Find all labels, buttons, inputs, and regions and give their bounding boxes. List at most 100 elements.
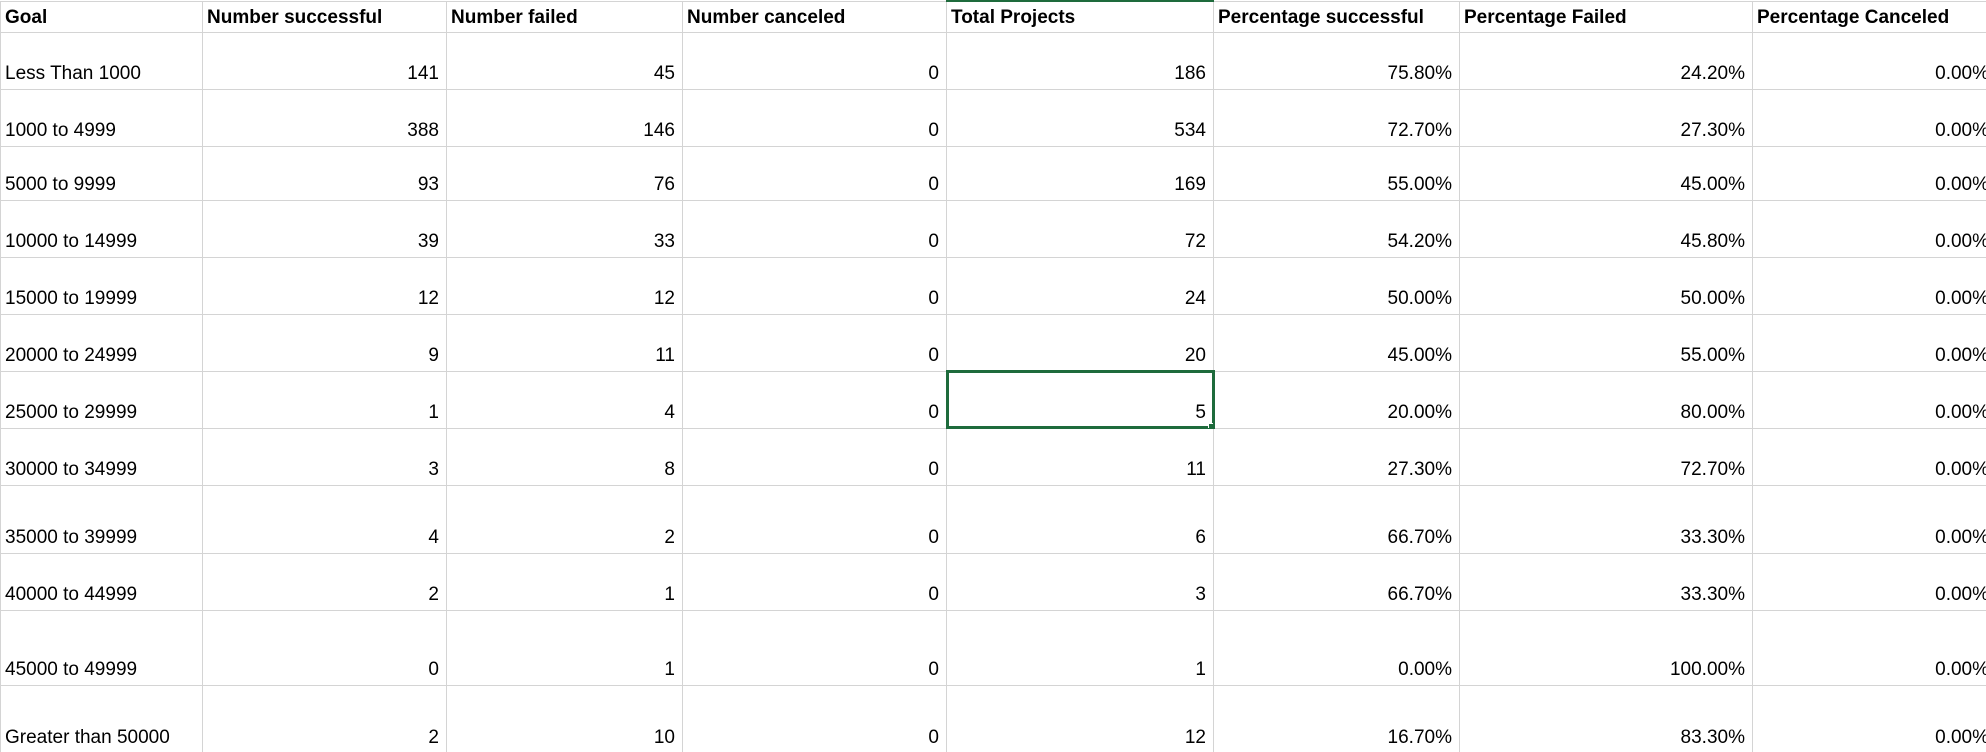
pct-failed-cell[interactable]: 45.80% [1459, 199, 1753, 258]
total-cell[interactable]: 72 [946, 199, 1214, 258]
total-cell[interactable]: 1 [946, 609, 1214, 686]
pct-canceled-cell[interactable]: 0.00% [1752, 31, 1986, 90]
pct-successful-cell[interactable]: 54.20% [1213, 199, 1460, 258]
pct-failed-cell[interactable]: 27.30% [1459, 88, 1753, 147]
canceled-cell[interactable]: 0 [682, 256, 947, 315]
header-percentage-canceled[interactable]: Percentage Canceled [1752, 0, 1986, 33]
canceled-cell[interactable]: 0 [682, 313, 947, 372]
pct-successful-cell[interactable]: 50.00% [1213, 256, 1460, 315]
total-cell[interactable]: 169 [946, 145, 1214, 201]
pct-successful-cell[interactable]: 45.00% [1213, 313, 1460, 372]
canceled-cell[interactable]: 0 [682, 684, 947, 752]
total-cell[interactable]: 534 [946, 88, 1214, 147]
goal-cell[interactable]: 35000 to 39999 [0, 484, 203, 554]
total-cell[interactable]: 6 [946, 484, 1214, 554]
goal-cell[interactable]: 1000 to 4999 [0, 88, 203, 147]
failed-cell[interactable]: 4 [446, 370, 683, 429]
failed-cell[interactable]: 10 [446, 684, 683, 752]
pct-successful-cell[interactable]: 75.80% [1213, 31, 1460, 90]
failed-cell[interactable]: 8 [446, 427, 683, 486]
header-number-successful[interactable]: Number successful [202, 0, 447, 33]
pct-failed-cell[interactable]: 55.00% [1459, 313, 1753, 372]
canceled-cell[interactable]: 0 [682, 88, 947, 147]
pct-failed-cell[interactable]: 80.00% [1459, 370, 1753, 429]
pct-failed-cell[interactable]: 50.00% [1459, 256, 1753, 315]
failed-cell[interactable]: 45 [446, 31, 683, 90]
goal-cell[interactable]: 30000 to 34999 [0, 427, 203, 486]
successful-cell[interactable]: 3 [202, 427, 447, 486]
failed-cell[interactable]: 1 [446, 609, 683, 686]
failed-cell[interactable]: 1 [446, 552, 683, 611]
canceled-cell[interactable]: 0 [682, 370, 947, 429]
canceled-cell[interactable]: 0 [682, 484, 947, 554]
canceled-cell[interactable]: 0 [682, 145, 947, 201]
successful-cell[interactable]: 141 [202, 31, 447, 90]
header-percentage-failed[interactable]: Percentage Failed [1459, 0, 1753, 33]
goal-cell[interactable]: 5000 to 9999 [0, 145, 203, 201]
pct-canceled-cell[interactable]: 0.00% [1752, 427, 1986, 486]
total-cell[interactable]: 20 [946, 313, 1214, 372]
successful-cell[interactable]: 0 [202, 609, 447, 686]
pct-failed-cell[interactable]: 72.70% [1459, 427, 1753, 486]
canceled-cell[interactable]: 0 [682, 31, 947, 90]
pct-canceled-cell[interactable]: 0.00% [1752, 199, 1986, 258]
failed-cell[interactable]: 11 [446, 313, 683, 372]
pct-successful-cell[interactable]: 72.70% [1213, 88, 1460, 147]
pct-failed-cell[interactable]: 24.20% [1459, 31, 1753, 90]
canceled-cell[interactable]: 0 [682, 552, 947, 611]
failed-cell[interactable]: 76 [446, 145, 683, 201]
pct-canceled-cell[interactable]: 0.00% [1752, 609, 1986, 686]
goal-cell[interactable]: 45000 to 49999 [0, 609, 203, 686]
successful-cell[interactable]: 39 [202, 199, 447, 258]
pct-canceled-cell[interactable]: 0.00% [1752, 552, 1986, 611]
fill-handle[interactable] [1208, 422, 1213, 427]
pct-failed-cell[interactable]: 33.30% [1459, 552, 1753, 611]
goal-cell[interactable]: 25000 to 29999 [0, 370, 203, 429]
pct-successful-cell[interactable]: 27.30% [1213, 427, 1460, 486]
header-total-projects[interactable]: Total Projects [946, 0, 1214, 33]
successful-cell[interactable]: 1 [202, 370, 447, 429]
pct-canceled-cell[interactable]: 0.00% [1752, 88, 1986, 147]
pct-failed-cell[interactable]: 100.00% [1459, 609, 1753, 686]
goal-cell[interactable]: 20000 to 24999 [0, 313, 203, 372]
total-cell[interactable]: 24 [946, 256, 1214, 315]
total-cell[interactable]: 3 [946, 552, 1214, 611]
successful-cell[interactable]: 12 [202, 256, 447, 315]
failed-cell[interactable]: 146 [446, 88, 683, 147]
header-goal[interactable]: Goal [0, 0, 203, 33]
pct-canceled-cell[interactable]: 0.00% [1752, 484, 1986, 554]
goal-cell[interactable]: Greater than 50000 [0, 684, 203, 752]
pct-canceled-cell[interactable]: 0.00% [1752, 145, 1986, 201]
canceled-cell[interactable]: 0 [682, 427, 947, 486]
total-cell[interactable]: 11 [946, 427, 1214, 486]
failed-cell[interactable]: 33 [446, 199, 683, 258]
canceled-cell[interactable]: 0 [682, 199, 947, 258]
pct-successful-cell[interactable]: 20.00% [1213, 370, 1460, 429]
goal-cell[interactable]: 15000 to 19999 [0, 256, 203, 315]
successful-cell[interactable]: 2 [202, 552, 447, 611]
goal-cell[interactable]: 40000 to 44999 [0, 552, 203, 611]
pct-successful-cell[interactable]: 0.00% [1213, 609, 1460, 686]
successful-cell[interactable]: 2 [202, 684, 447, 752]
goal-cell[interactable]: Less Than 1000 [0, 31, 203, 90]
pct-canceled-cell[interactable]: 0.00% [1752, 370, 1986, 429]
successful-cell[interactable]: 388 [202, 88, 447, 147]
pct-canceled-cell[interactable]: 0.00% [1752, 256, 1986, 315]
successful-cell[interactable]: 93 [202, 145, 447, 201]
total-cell[interactable]: 12 [946, 684, 1214, 752]
header-number-failed[interactable]: Number failed [446, 0, 683, 33]
pct-successful-cell[interactable]: 16.70% [1213, 684, 1460, 752]
pct-canceled-cell[interactable]: 0.00% [1752, 313, 1986, 372]
header-percentage-successful[interactable]: Percentage successful [1213, 0, 1460, 33]
pct-successful-cell[interactable]: 66.70% [1213, 484, 1460, 554]
pct-failed-cell[interactable]: 45.00% [1459, 145, 1753, 201]
successful-cell[interactable]: 9 [202, 313, 447, 372]
pct-canceled-cell[interactable]: 0.00% [1752, 684, 1986, 752]
canceled-cell[interactable]: 0 [682, 609, 947, 686]
selected-total-cell[interactable]: 5 [945, 370, 1215, 429]
failed-cell[interactable]: 12 [446, 256, 683, 315]
pct-failed-cell[interactable]: 83.30% [1459, 684, 1753, 752]
total-cell[interactable]: 186 [946, 31, 1214, 90]
header-number-canceled[interactable]: Number canceled [682, 0, 947, 33]
failed-cell[interactable]: 2 [446, 484, 683, 554]
